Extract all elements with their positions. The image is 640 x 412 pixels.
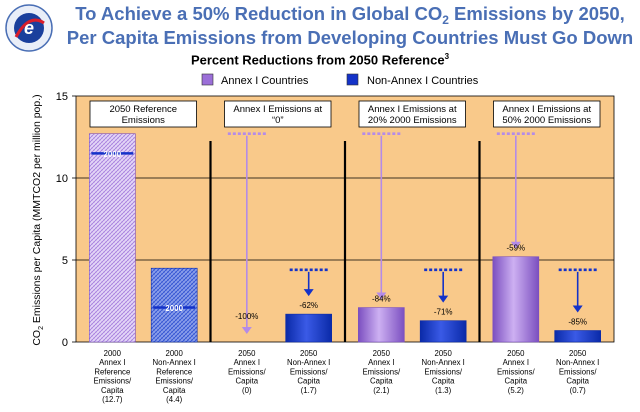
percent-reduction-label: -59% — [506, 244, 525, 253]
legend-label-non-annex: Non-Annex I Countries — [367, 75, 479, 87]
reduction-arrow-head — [376, 292, 387, 300]
category-label: 2050 Annex I Emissions/Capita (0) — [228, 349, 267, 395]
reduction-arrow-head — [510, 241, 521, 249]
percent-reduction-label: -85% — [568, 318, 587, 327]
bar-annex — [358, 307, 405, 343]
y-tick-labels: 0 5 10 15 — [56, 91, 68, 349]
percent-reduction-label: -71% — [434, 308, 453, 317]
y-tick-label: 10 — [56, 173, 68, 185]
panel-label: Annex I Emissions at “0” — [233, 104, 322, 126]
category-label: 2050 Non-Annex I Emissions/Capita (1.3) — [422, 349, 465, 395]
percent-reduction-label: -100% — [235, 312, 258, 321]
chart-subtitle: Percent Reductions from 2050 Reference3 — [190, 52, 450, 68]
category-labels: 2000 Annex I Reference Emissions/Capita (12.… — [93, 349, 599, 404]
panel-label-box — [493, 100, 601, 128]
category-label: 2050 Non-Annex I Emissions/Capita (1.7) — [287, 349, 330, 395]
reduction-arrow-head — [438, 295, 449, 303]
category-label: 2050 Annex I Emissions/Capita (2.1) — [362, 349, 401, 395]
panel-dividers — [209, 141, 481, 342]
legend-label-annex: Annex I Countries — [221, 75, 309, 87]
bar-annex — [492, 256, 540, 343]
bar-non-annex — [554, 330, 601, 343]
category-label: 2000 Annex I Reference Emissions/Capita (12.… — [93, 349, 132, 404]
reduction-arrow-head — [572, 305, 583, 313]
reduction-arrow-head — [303, 289, 314, 297]
bar-non-annex — [285, 313, 332, 343]
percent-reduction-label: -84% — [372, 295, 391, 304]
panel-label-box — [358, 100, 466, 128]
legend: Annex I Countries Non-Annex I Countries — [201, 73, 479, 87]
reduction-arrow-head — [241, 327, 252, 334]
category-label: 2050 Annex I Emissions/Capita (5.2) — [497, 349, 536, 395]
legend-swatch-non-annex — [346, 73, 359, 86]
panel-label: 2050 Reference Emissions — [109, 104, 177, 126]
panel-labels: 2050 Reference Emissions Annex I Emissions… — [89, 100, 601, 128]
title-line-1: To Achieve a 50% Reduction in Global CO2… — [75, 3, 625, 27]
y-tick-label: 0 — [62, 337, 68, 349]
institute-logo: e — [5, 4, 53, 52]
logo-letter: e — [24, 18, 34, 38]
bar-non-annex — [419, 320, 467, 343]
y-axis-label: CO2 Emissions per Capita (MMTCO2 per mil… — [31, 94, 45, 345]
bar-annex — [89, 133, 136, 343]
title-line-2: Per Capita Emissions from Developing Cou… — [66, 27, 634, 48]
percent-reduction-label: -62% — [299, 301, 318, 310]
y-tick-label: 5 — [62, 255, 68, 267]
marker-2000-label: 2000 — [165, 304, 183, 313]
bar-non-annex — [150, 267, 198, 343]
panel-label: Annex I Emissions at 50% 2000 Emissions — [502, 104, 591, 126]
panel-label-box — [89, 100, 197, 128]
panel-label-box — [224, 100, 332, 128]
y-tick-label: 15 — [56, 91, 68, 103]
category-label: 2050 Non-Annex I Emissions/Capita (0.7) — [556, 349, 599, 395]
marker-2000-label: 2000 — [103, 150, 121, 159]
chart-title: To Achieve a 50% Reduction in Global CO2… — [62, 3, 638, 48]
legend-swatch-annex — [201, 73, 214, 86]
category-label: 2000 Non-Annex I Reference Emissions/Capita… — [153, 349, 196, 404]
bars: 2000 2000 -100% -62% -84% -71% -59% -85% — [89, 132, 601, 343]
panel-label: Annex I Emissions at 20% 2000 Emissions — [368, 104, 457, 126]
